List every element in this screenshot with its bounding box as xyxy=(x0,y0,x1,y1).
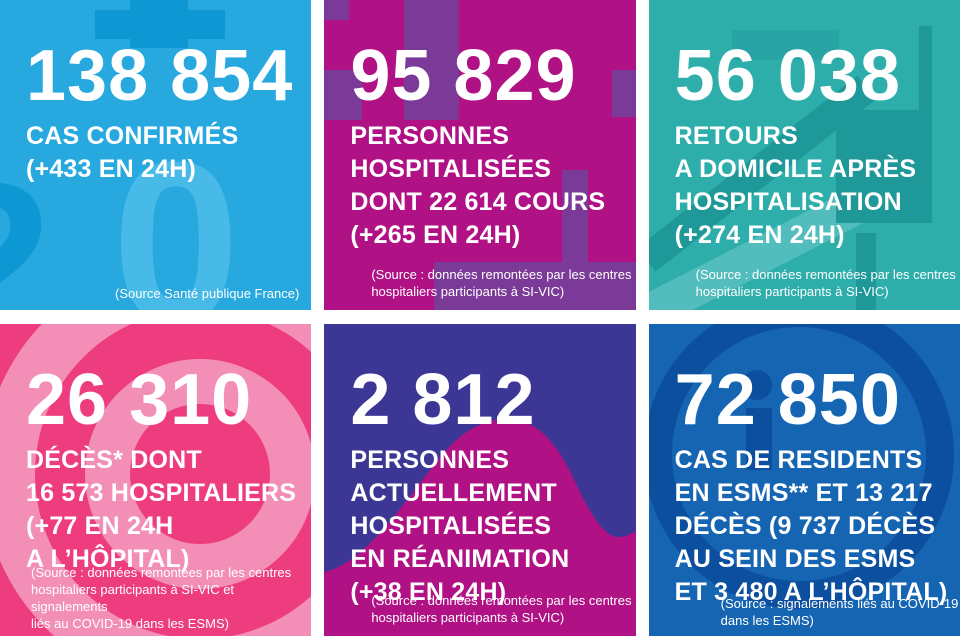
wave-watermark xyxy=(324,324,636,636)
info-i-stem xyxy=(745,408,772,470)
medical-cross-icon xyxy=(130,0,188,48)
deaths-card: 26 310 DÉCÈS* DONT 16 573 HOSPITALIERS (… xyxy=(0,324,312,636)
ghost-digit-zero: 0 xyxy=(112,114,240,311)
stat-source: (Source : données remontées par les cent… xyxy=(371,267,632,299)
stat-source: (Source : données remontées par les cent… xyxy=(31,565,292,631)
stat-source: (Source : signalements liés au COVID-19 … xyxy=(720,596,959,628)
stat-label: CAS CONFIRMÉS (+433 EN 24H) xyxy=(26,122,239,183)
plus-fragment xyxy=(562,170,589,265)
info-i-dot xyxy=(741,370,772,400)
stat-source: (Source : données remontées par les cent… xyxy=(695,267,956,299)
stat-number: 138 854 xyxy=(26,36,294,116)
stat-label: PERSONNES ACTUELLEMENT HOSPITALISÉES EN … xyxy=(350,446,570,606)
plus-fragment xyxy=(434,262,636,310)
icu-patients-card: 2 812 PERSONNES ACTUELLEMENT HOSPITALISÉ… xyxy=(324,324,636,636)
stat-source: (Source : données remontées par les cent… xyxy=(371,593,632,625)
cross-and-2020-watermark: 0 2 xyxy=(0,0,311,310)
plus-fragment xyxy=(404,0,460,120)
plus-crosses-watermark xyxy=(324,0,636,310)
esms-residents-card: 72 850 CAS DE RESIDENTS EN ESMS** ET 13 … xyxy=(648,324,960,636)
magenta-wave-shape xyxy=(324,419,636,636)
stat-number: 95 829 xyxy=(350,36,577,116)
arrow-fragment xyxy=(918,26,932,110)
returned-home-card: 56 038 RETOURS A DOMICILE APRÈS HOSPITAL… xyxy=(648,0,960,310)
stat-number: 56 038 xyxy=(674,36,901,116)
plus-fragment xyxy=(324,0,350,20)
stat-label: RETOURS A DOMICILE APRÈS HOSPITALISATION… xyxy=(674,122,917,249)
stat-number: 2 812 xyxy=(350,360,536,440)
stat-number: 72 850 xyxy=(674,360,901,440)
stat-label: PERSONNES HOSPITALISÉES DONT 22 614 COUR… xyxy=(350,122,606,249)
target-rings-watermark xyxy=(0,324,312,636)
stat-number: 26 310 xyxy=(26,360,253,440)
confirmed-cases-card: 0 2 138 854 CAS CONFIRMÉS (+433 EN 24H) … xyxy=(0,0,312,310)
arrow-fragment xyxy=(731,30,839,60)
arrow-bands-watermark xyxy=(648,0,960,310)
arrow-head-block xyxy=(835,110,932,223)
plus-fragment xyxy=(612,70,636,117)
info-circle-watermark xyxy=(648,324,960,636)
arrow-fragment xyxy=(855,233,876,310)
stat-source: (Source Santé publique France) xyxy=(115,286,300,301)
hospitalized-total-card: 95 829 PERSONNES HOSPITALISÉES DONT 22 6… xyxy=(324,0,636,310)
stat-label: DÉCÈS* DONT 16 573 HOSPITALIERS (+77 EN … xyxy=(26,446,297,573)
stat-label: CAS DE RESIDENTS EN ESMS** ET 13 217 DÉC… xyxy=(674,446,948,606)
plus-fragment xyxy=(324,70,363,120)
ghost-digit-two: 2 xyxy=(0,150,52,310)
